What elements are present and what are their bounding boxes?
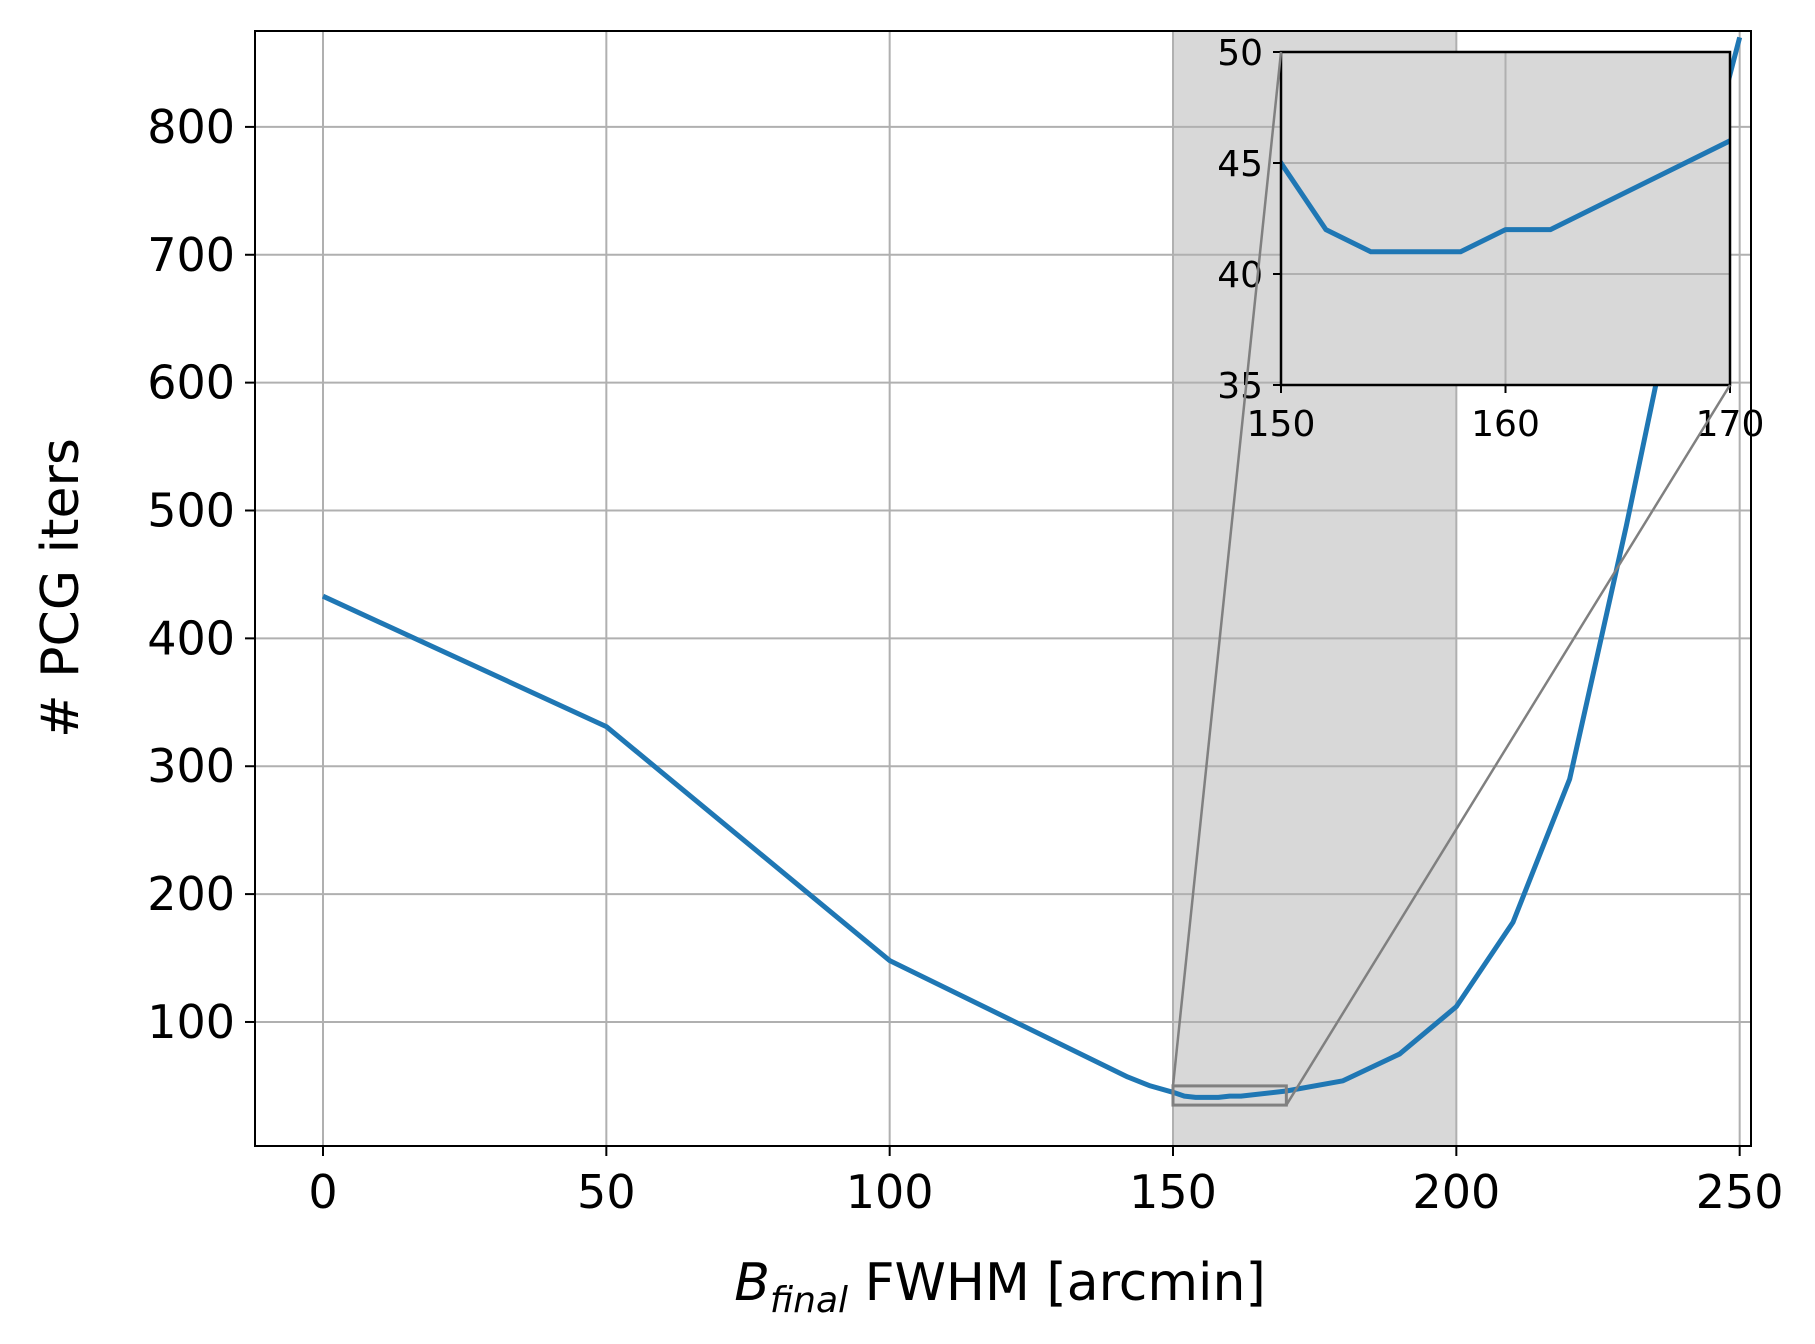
series-line [321,36,1743,1100]
x-tick-label: 200 [1412,1165,1500,1219]
y-axis-label: # PCG iters [31,438,91,738]
x-tick-label: 100 [846,1165,934,1219]
y-tick-label: 800 [147,100,235,154]
x-tick-label: 250 [1696,1165,1784,1219]
axis-label-layer: Bfinal FWHM [arcmin] # PCG iters [31,438,1266,1321]
inset-x-tick-label: 150 [1247,404,1316,445]
y-tick-label: 100 [147,995,235,1049]
zoom-rectangle [1171,1084,1288,1107]
inset-x-tick-label: 160 [1471,404,1540,445]
y-tick-label: 400 [147,611,235,665]
inset-y-tick-label: 50 [1217,33,1263,74]
x-axis-label-text: FWHM [arcmin] [848,1253,1266,1313]
x-axis-label-subscript: final [770,1280,848,1321]
inset-frame [1279,50,1732,387]
x-tick-label: 50 [577,1165,636,1219]
main-series-layer [321,36,1743,1100]
y-tick-label: 600 [147,356,235,410]
inset-y-tick-label: 45 [1217,144,1263,185]
zoom-connector-layer [1171,51,1732,1107]
zoom-connector-line [1285,384,1732,1106]
x-axis-label: Bfinal FWHM [arcmin] [734,1253,1266,1321]
y-tick-label: 500 [147,484,235,538]
x-tick-label: 150 [1129,1165,1217,1219]
y-tick-label: 700 [147,228,235,282]
x-axis-label-symbol: B [734,1253,770,1313]
main-plot-frame [254,30,1752,1147]
x-tick-label: 0 [308,1165,337,1219]
y-tick-label: 200 [147,867,235,921]
inset-series-line [1281,137,1730,255]
inset-y-tick-label: 35 [1217,366,1263,407]
main-tick-layer: 0 50 100 150 200 250 100 200 300 400 500 600 700 800 [147,100,1783,1219]
zoom-connector-line [1171,51,1283,1087]
y-tick-label: 300 [147,739,235,793]
main-frame-layer [254,30,1752,1147]
